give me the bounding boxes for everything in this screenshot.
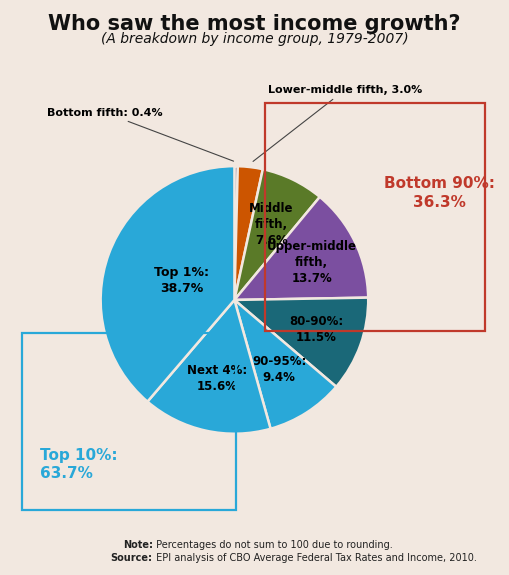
Text: Top 10%:
63.7%: Top 10%: 63.7%: [40, 448, 118, 481]
Wedge shape: [235, 197, 368, 300]
Text: 90-95%:
9.4%: 90-95%: 9.4%: [252, 355, 306, 384]
Text: (A breakdown by income group, 1979-2007): (A breakdown by income group, 1979-2007): [101, 32, 408, 45]
Wedge shape: [235, 169, 320, 300]
Text: 80-90%:
11.5%: 80-90%: 11.5%: [289, 315, 344, 344]
Text: Percentages do not sum to 100 due to rounding.: Percentages do not sum to 100 due to rou…: [153, 540, 392, 550]
Text: Next 4%:
15.6%: Next 4%: 15.6%: [187, 364, 247, 393]
Text: Who saw the most income growth?: Who saw the most income growth?: [48, 14, 461, 34]
Text: EPI analysis of CBO Average Federal Tax Rates and Income, 2010.: EPI analysis of CBO Average Federal Tax …: [153, 553, 476, 563]
Wedge shape: [101, 166, 235, 401]
Text: Upper-middle
fifth,
13.7%: Upper-middle fifth, 13.7%: [267, 240, 357, 285]
Text: Note:: Note:: [123, 540, 153, 550]
Text: Top 1%:
38.7%: Top 1%: 38.7%: [154, 266, 209, 295]
Text: Lower-middle fifth, 3.0%: Lower-middle fifth, 3.0%: [253, 85, 422, 162]
Bar: [22, 334, 236, 510]
Wedge shape: [235, 300, 336, 429]
Wedge shape: [235, 166, 238, 300]
Text: Bottom fifth: 0.4%: Bottom fifth: 0.4%: [47, 108, 234, 161]
Text: Middle
fifth,
7.6%: Middle fifth, 7.6%: [249, 202, 294, 247]
Text: Source:: Source:: [110, 553, 153, 563]
Wedge shape: [148, 300, 271, 434]
Wedge shape: [235, 298, 368, 387]
Text: Bottom 90%:
36.3%: Bottom 90%: 36.3%: [384, 175, 495, 210]
Wedge shape: [235, 166, 263, 300]
Bar: [265, 104, 485, 331]
